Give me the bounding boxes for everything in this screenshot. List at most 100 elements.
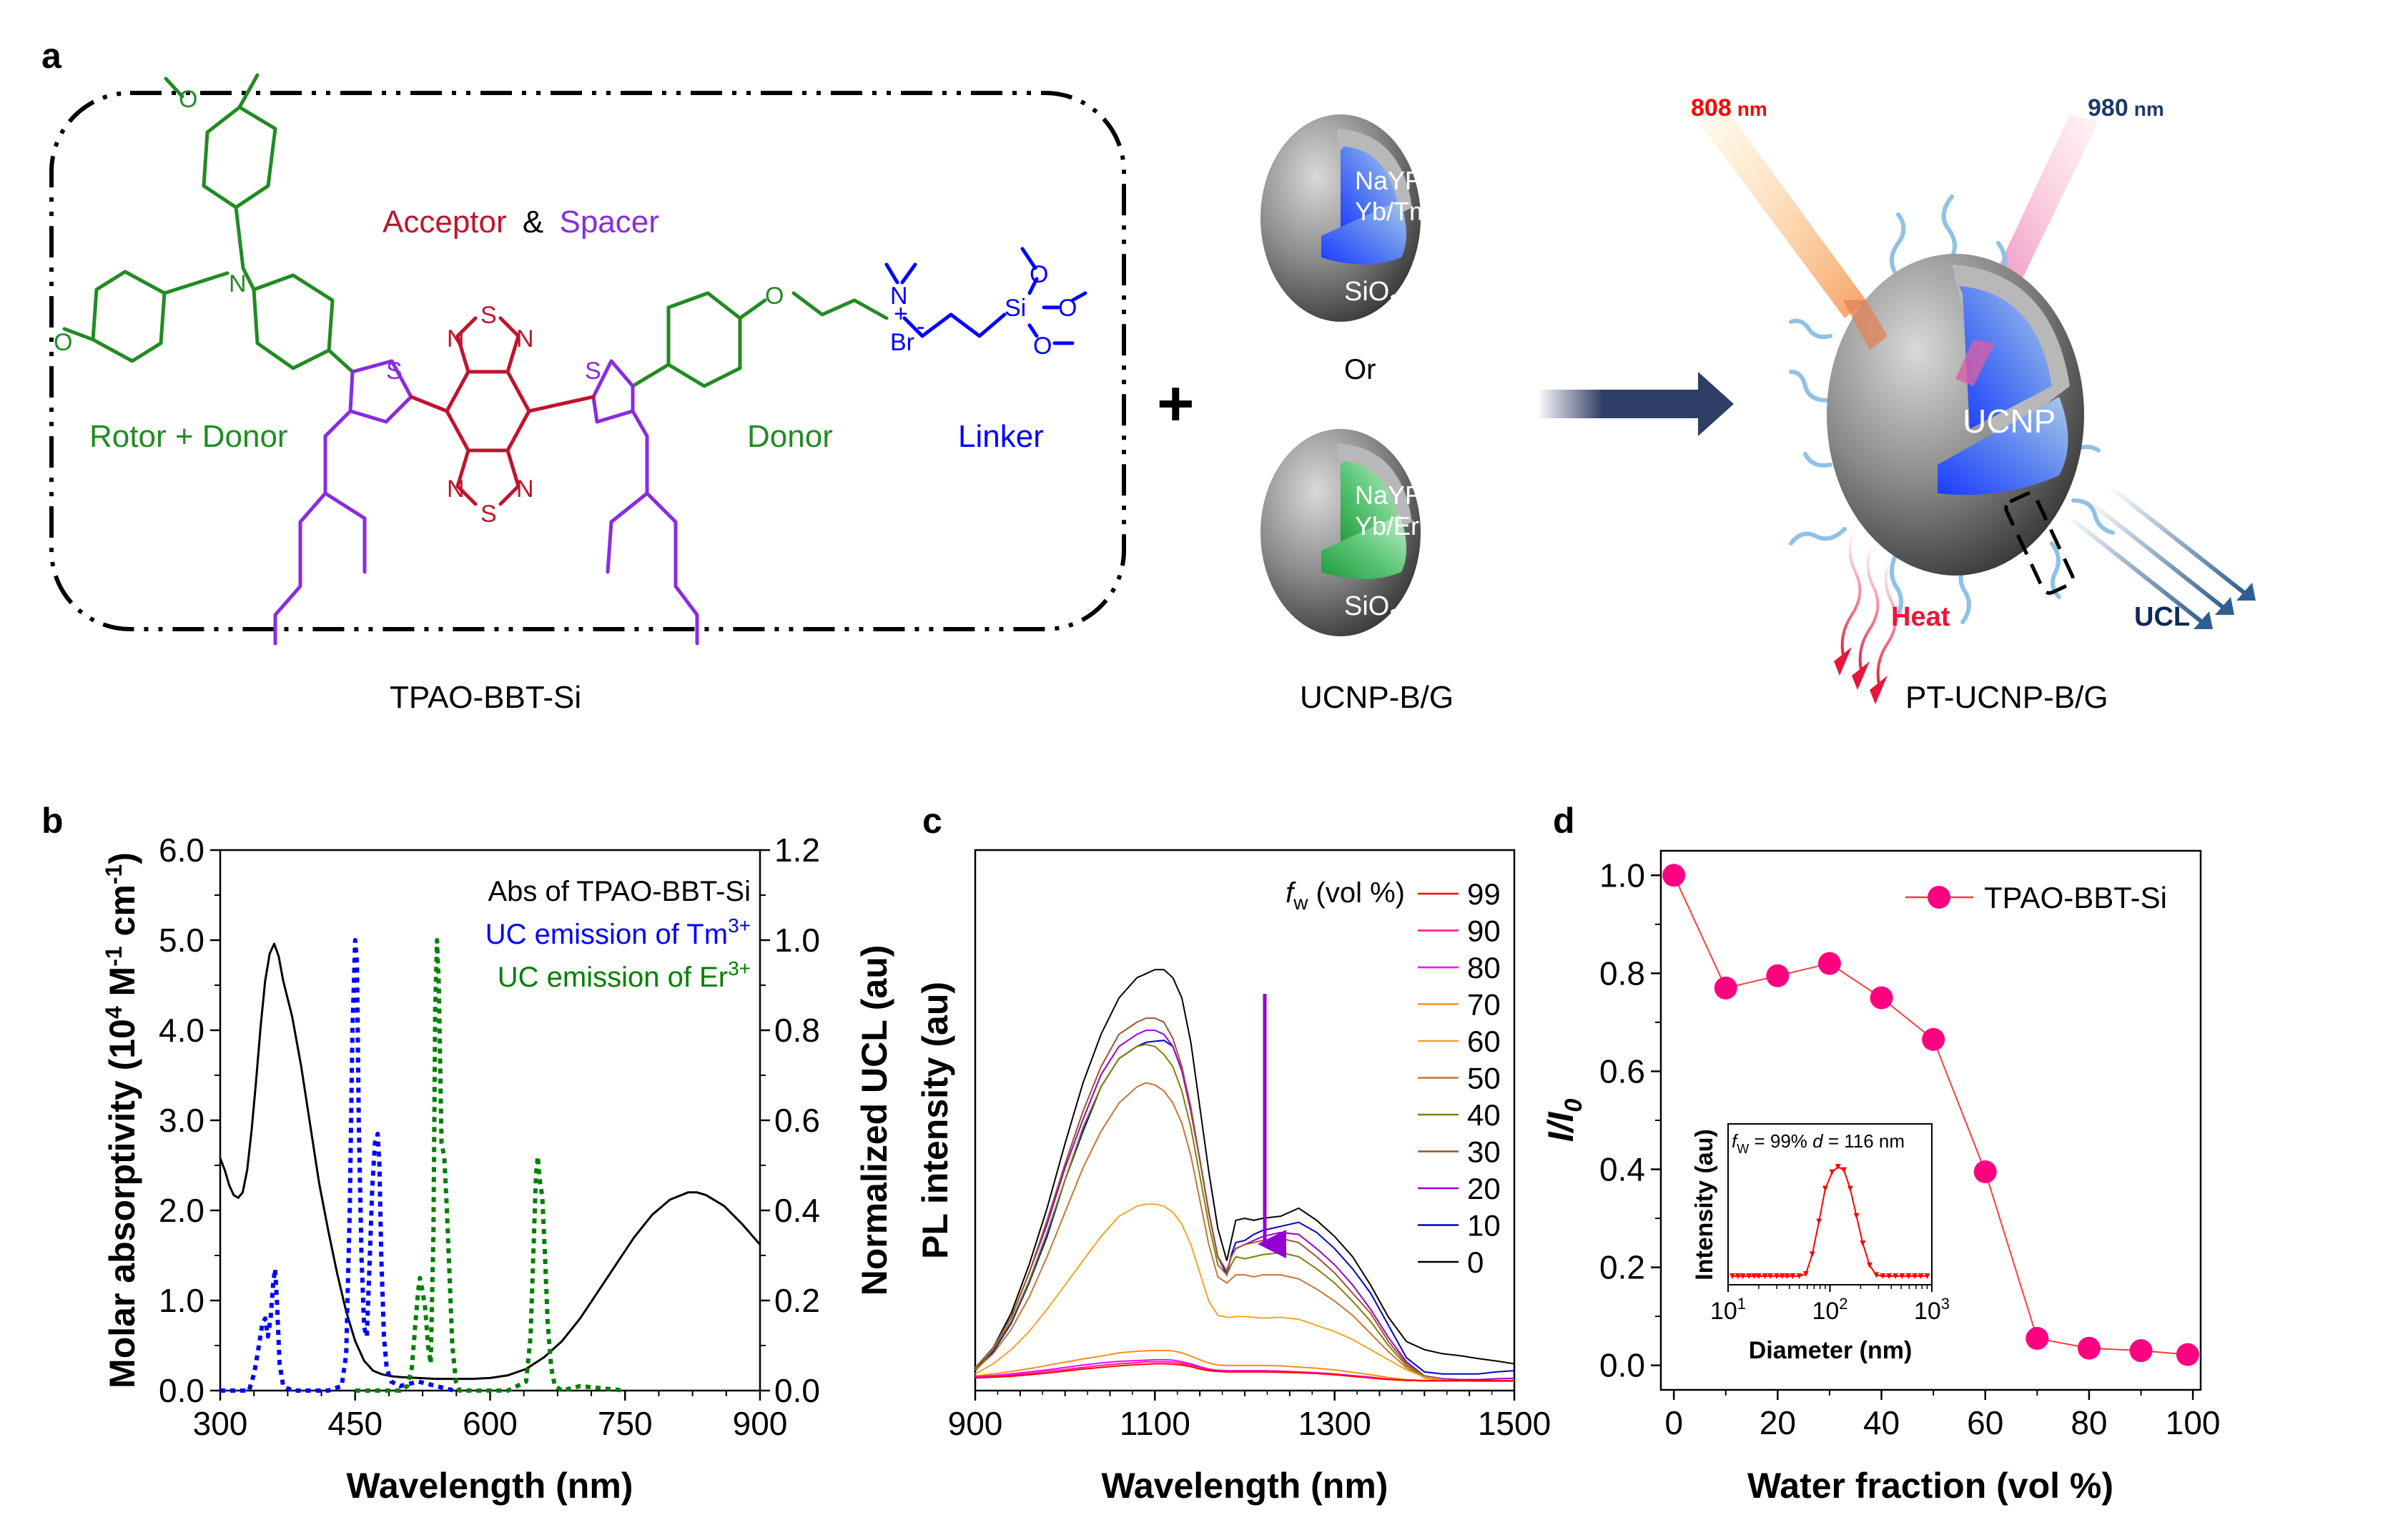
x-tick-label: 600 (463, 1405, 518, 1442)
ligand-chains (1789, 194, 2115, 624)
data-point (2129, 1339, 2153, 1363)
inset-data-point (1816, 1218, 1822, 1225)
core-label-line2: Yb/Er (1355, 511, 1419, 541)
charge-minus: - (917, 313, 924, 340)
core-label-line1: NaYF4: (1355, 480, 1437, 515)
x-tick-label: 60 (1967, 1404, 2003, 1441)
laser-808-beam (1698, 114, 1866, 318)
panel-b-chart: b 300 450 600 750 9000.01.02.03.04.05.06.00.… (41, 801, 894, 1506)
rotor-donor-label: Rotor + Donor (89, 419, 288, 454)
inset-data-point (1924, 1273, 1930, 1279)
spacer-label: Spacer (559, 204, 658, 240)
atom-n: N (890, 282, 908, 310)
y-tick-label: 1.0 (159, 1282, 204, 1319)
y-tick-label: 0.6 (1599, 1052, 1645, 1090)
y2-tick-label: 0.8 (774, 1012, 820, 1049)
ucnp-caption: UCNP-B/G (1300, 680, 1454, 715)
legend-label-40: 40 (1467, 1098, 1501, 1132)
shell-label: SiO2 (1344, 591, 1400, 626)
x-tick-label: 1300 (1298, 1405, 1371, 1442)
atom-n: N (229, 270, 247, 297)
inset-data-point (1873, 1272, 1880, 1278)
panel-letter-c: c (922, 801, 942, 841)
series-line-uc-emission-of-er3- (355, 938, 626, 1393)
atom-n: N (447, 475, 465, 503)
inset-data-point (1762, 1273, 1768, 1279)
inset-data-point (1779, 1273, 1785, 1279)
atom-s: S (386, 357, 403, 385)
y-tick-label: 0.0 (159, 1372, 204, 1409)
linker-chain (884, 247, 1087, 345)
y-tick-label: 5.0 (159, 922, 204, 959)
core-label-line1: NaYF4: (1355, 166, 1437, 201)
series-line-fw-30 (975, 1017, 1514, 1382)
inset-data-point (1746, 1273, 1752, 1279)
inset-x-tick-label: 103 (1914, 1295, 1950, 1325)
x-tick-label: 900 (733, 1405, 788, 1442)
inset-y-title: Intensity (au) (1691, 1129, 1718, 1280)
legend-tm: UC emission of Tm3+ (485, 914, 751, 950)
inset-data-point (1912, 1273, 1918, 1279)
inset-data-point (1835, 1164, 1841, 1170)
y-tick-label: 0.0 (1599, 1347, 1645, 1384)
inset-data-point (1790, 1273, 1796, 1279)
inset-data-point (1729, 1273, 1735, 1279)
panel-letter-b: b (41, 801, 64, 841)
segment-label-acceptor-spacer: Acceptor & Spacer (383, 204, 659, 240)
x-tick-label: 100 (2166, 1404, 2221, 1441)
legend-label-60: 60 (1467, 1025, 1501, 1058)
inset-data-point (1796, 1273, 1802, 1279)
series-line-fw-99 (975, 1363, 1514, 1382)
ucnp-core-label: UCNP (1963, 403, 2056, 440)
molecule-caption: TPAO-BBT-Si (390, 680, 581, 715)
inset-data-point (1880, 1273, 1886, 1279)
panel-letter-a: a (41, 36, 62, 76)
panel-c-chart: c 900 1100 1300 1500 Wavelength (nm) PL int… (915, 801, 1551, 1506)
legend-label-30: 30 (1467, 1135, 1501, 1169)
x-axis-title: Water fraction (vol %) (1747, 1466, 2113, 1506)
donor-label: Donor (747, 419, 833, 454)
x-tick-label: 40 (1863, 1404, 1900, 1441)
panel-a: a (41, 36, 2256, 715)
ucnp-green-sphere: NaYF4: Yb/Er SiO2 (1260, 429, 1437, 636)
series-line-uc-emission-of-tm3- (220, 938, 455, 1393)
y-tick-label: 1.0 (1599, 857, 1645, 894)
inset-x-tick-label: 101 (1710, 1295, 1746, 1325)
legend-label-80: 80 (1467, 951, 1501, 984)
charge-plus: + (894, 300, 908, 327)
y-axis-title: PL intensity (au) (915, 982, 955, 1259)
y2-axis-title: Normalized UCL (au) (854, 945, 894, 1296)
y2-tick-label: 0.2 (774, 1282, 820, 1319)
y-tick-label: 0.8 (1599, 954, 1645, 992)
inset-data-point (1829, 1169, 1835, 1175)
x-tick-label: 0 (1664, 1404, 1683, 1441)
y-tick-label: 0.2 (1599, 1249, 1645, 1286)
pt-ucnp-caption: PT-UCNP-B/G (1905, 680, 2108, 715)
atom-s: S (480, 302, 497, 329)
atom-o: O (54, 329, 72, 356)
heat-arrows (1834, 528, 1898, 704)
legend-label: TPAO-BBT-Si (1984, 881, 2167, 914)
inset-data-point (1767, 1273, 1774, 1279)
data-point (1973, 1160, 1997, 1183)
legend-marker (1928, 886, 1950, 909)
y2-tick-label: 1.2 (774, 831, 820, 869)
inset-data-point (1751, 1273, 1757, 1279)
y-tick-label: 6.0 (159, 831, 204, 869)
laser-980-label: 980 nm (2088, 94, 2164, 122)
series-line-fw-20 (975, 1030, 1515, 1381)
x-tick-label: 300 (193, 1405, 248, 1442)
atom-si: Si (1005, 295, 1026, 322)
shell-label: SiO2 (1344, 277, 1400, 312)
ampersand: & (523, 204, 543, 240)
data-point (2176, 1343, 2199, 1366)
ucl-label: UCL (2134, 602, 2190, 632)
inset-data-point (1840, 1167, 1847, 1173)
y2-tick-label: 0.6 (774, 1102, 820, 1139)
atom-o: O (1030, 261, 1048, 288)
panel-d-chart: d 0 20 40 60 80 100 0.0 0.2 0.4 0.6 0.8 1.0 Water f… (1541, 801, 2220, 1506)
legend-label-50: 50 (1467, 1062, 1501, 1095)
inset-annotation: fW = 99% d = 116 nm (1732, 1130, 1905, 1156)
y2-tick-label: 0.0 (774, 1372, 820, 1409)
